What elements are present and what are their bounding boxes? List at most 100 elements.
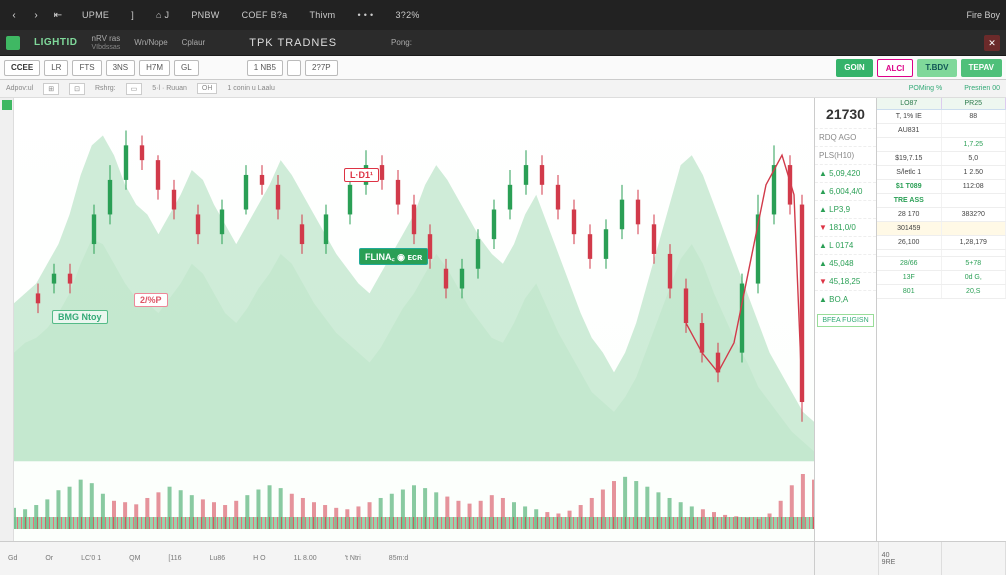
menu-item[interactable]: Thivm xyxy=(309,10,335,20)
action-button[interactable]: T.BDV xyxy=(917,59,956,77)
window-header: LIGHTID nRV rasVIbdssas Wn/Nope Cplaur T… xyxy=(0,30,1006,56)
tool-chip[interactable]: ⊞ xyxy=(43,83,59,95)
header-stat: Wn/Nope xyxy=(134,38,167,47)
time-tick: 85m:d xyxy=(389,555,408,562)
window-title: TPK TRADNES xyxy=(249,37,337,49)
chart-annotation[interactable]: BMG Ntoy xyxy=(52,310,108,324)
interval-chip[interactable]: 1 NB5 xyxy=(247,60,283,76)
interval-chip[interactable]: 2?7P xyxy=(305,60,338,76)
time-tick: [116 xyxy=(168,555,181,562)
orderbook-table: LO87 PR25 T, 1% IE88AU8311,7.25$19,7.155… xyxy=(876,98,1006,541)
time-tick: QM xyxy=(129,555,140,562)
table-row[interactable]: TRE ASS xyxy=(877,194,1006,208)
col-head[interactable]: PR25 xyxy=(942,98,1006,109)
menu-item[interactable]: ] xyxy=(131,10,134,20)
table-row[interactable]: $19,7.155,0 xyxy=(877,152,1006,166)
volume-pane xyxy=(14,461,814,541)
table-row[interactable]: S/letlc 11 2.50 xyxy=(877,166,1006,180)
table-row[interactable]: 26,1001,28,179 xyxy=(877,236,1006,250)
last-price: 21730 xyxy=(815,104,876,128)
time-tick: 't Ntri xyxy=(345,555,361,562)
menu-item[interactable]: ⌂ J xyxy=(156,10,169,20)
price-level: 181,0/0 xyxy=(815,218,876,236)
menu-item[interactable]: • • • xyxy=(357,10,373,20)
price-level: BO,A xyxy=(815,290,876,308)
table-row[interactable]: 1,7.25 xyxy=(877,138,1006,152)
label: 5·l · Ruuan xyxy=(152,85,187,92)
price-axis: 21730 RDQ AGOPLS(H10)5,09,4206,004,4/0LP… xyxy=(814,98,876,541)
tool-icon[interactable] xyxy=(2,100,12,110)
brand-logo-icon xyxy=(6,36,20,50)
chart-annotation[interactable]: L·D1¹ xyxy=(344,168,379,182)
table-header: LO87 PR25 xyxy=(877,98,1006,110)
menu-item[interactable]: COEF B?a xyxy=(242,10,288,20)
chart-annotation[interactable]: 2/%P xyxy=(134,293,168,307)
price-level: RDQ AGO xyxy=(815,128,876,146)
tool-chip[interactable]: ▭ xyxy=(126,83,143,95)
price-level: PLS(H10) xyxy=(815,146,876,164)
label: Presrien 00 xyxy=(964,85,1000,92)
table-row[interactable]: 13F0d G, xyxy=(877,271,1006,285)
chart-annotation[interactable]: FLINA꜀ ◉ ᴇᴄʀ xyxy=(359,248,428,265)
tool-chip[interactable]: OH xyxy=(197,83,218,94)
table-row[interactable]: 28 1703832?0 xyxy=(877,208,1006,222)
time-axis: GdOrLC'0 1QM [116Lu86H O1L 8.00't Ntri85… xyxy=(0,542,814,575)
price-level: 45,18,25 xyxy=(815,272,876,290)
price-level: L 0174 xyxy=(815,236,876,254)
interval-chip[interactable]: FTS xyxy=(72,60,101,76)
interval-chip[interactable]: 3NS xyxy=(106,60,136,76)
time-tick: Lu86 xyxy=(210,555,226,562)
price-level: 45,048 xyxy=(815,254,876,272)
time-tick: Or xyxy=(45,555,53,562)
table-row[interactable]: $1 T089112:08 xyxy=(877,180,1006,194)
depth-strip xyxy=(14,517,814,529)
time-tick: 1L 8.00 xyxy=(294,555,317,562)
interval-chip[interactable]: LR xyxy=(44,60,68,76)
buy-button[interactable]: GOIN xyxy=(836,59,872,77)
tool-chip[interactable]: ⊡ xyxy=(69,83,85,95)
action-button[interactable]: TEPAV xyxy=(961,59,1002,77)
table-row[interactable]: 301459 xyxy=(877,222,1006,236)
label: Rshrg: xyxy=(95,85,116,92)
brand-name: LIGHTID xyxy=(34,37,78,48)
close-icon[interactable]: ✕ xyxy=(984,35,1000,51)
footer-cell xyxy=(942,542,1006,575)
price-chart[interactable]: L·D1¹ FLINA꜀ ◉ ᴇᴄʀ 2/%P BMG Ntoy xyxy=(14,98,814,541)
table-row[interactable]: 28/665+78 xyxy=(877,257,1006,271)
header-stat: Pong: xyxy=(391,38,412,47)
menu-item[interactable]: UPME xyxy=(82,10,109,20)
topbar-menu: UPME ] ⌂ J PNBW COEF B?a Thivm • • • 3?2… xyxy=(82,10,950,20)
topbar-right[interactable]: Fire Boy xyxy=(966,10,1000,20)
header-stat: nRV rasVIbdssas xyxy=(92,34,121,52)
indicator-toolbar: Adpov:ul ⊞ ⊡ Rshrg: ▭ 5·l · Ruuan OH 1 c… xyxy=(0,80,1006,98)
interval-chip[interactable]: H7M xyxy=(139,60,170,76)
app-topbar: ‹ › ⇤ UPME ] ⌂ J PNBW COEF B?a Thivm • •… xyxy=(0,0,1006,30)
price-level: 6,004,4/0 xyxy=(815,182,876,200)
symbol-toolbar: CCEE LR FTS 3NS H7M GL 1 NB5 2?7P GOIN A… xyxy=(0,56,1006,80)
sell-button[interactable]: ALCI xyxy=(877,59,914,77)
interval-chip[interactable]: GL xyxy=(174,60,199,76)
status-badge: BFEA FUGISN xyxy=(817,314,874,327)
table-row[interactable]: 80120,S xyxy=(877,285,1006,299)
menu-item[interactable]: 3?2% xyxy=(395,10,419,20)
menu-item[interactable]: PNBW xyxy=(191,10,219,20)
home-icon[interactable]: ⇤ xyxy=(50,10,66,21)
nav-arrows: ‹ › ⇤ xyxy=(6,10,66,21)
col-head[interactable]: LO87 xyxy=(877,98,942,109)
time-tick: Gd xyxy=(8,555,17,562)
tool-rail xyxy=(0,98,14,541)
time-tick: LC'0 1 xyxy=(81,555,101,562)
table-row[interactable]: T, 1% IE88 xyxy=(877,110,1006,124)
interval-chip[interactable] xyxy=(287,60,301,76)
price-level: LP3,9 xyxy=(815,200,876,218)
table-row[interactable]: AU831 xyxy=(877,124,1006,138)
back-icon[interactable]: ‹ xyxy=(6,10,22,21)
table-row[interactable] xyxy=(877,250,1006,257)
footer-cell xyxy=(815,542,879,575)
footer-cell: 409RE xyxy=(879,542,943,575)
label: POMing % xyxy=(909,85,942,92)
footer-side: 409RE xyxy=(814,542,1006,575)
fwd-icon[interactable]: › xyxy=(28,10,44,21)
symbol-chip[interactable]: CCEE xyxy=(4,60,40,76)
header-stat: Cplaur xyxy=(182,38,206,47)
